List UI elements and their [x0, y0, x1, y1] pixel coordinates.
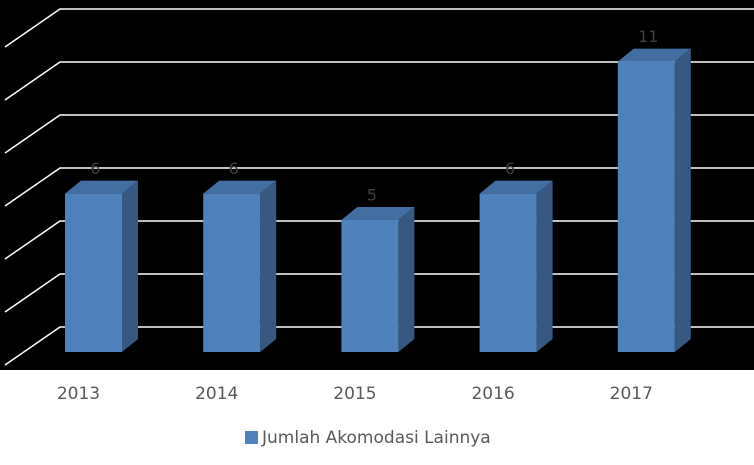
bar	[479, 180, 553, 352]
bar-front	[617, 61, 675, 352]
grid-line	[4, 114, 754, 154]
bar-front	[65, 193, 122, 352]
grid-line	[4, 8, 754, 48]
bar-top	[65, 180, 138, 194]
bar-side	[122, 180, 138, 352]
bar	[341, 207, 415, 352]
bar	[203, 180, 277, 352]
grid-line	[4, 167, 754, 207]
bar-front	[341, 220, 399, 352]
bar-side	[536, 180, 553, 352]
data-label: 11	[638, 27, 658, 46]
legend-label: Jumlah Akomodasi Lainnya	[261, 428, 491, 448]
grid-line	[4, 61, 754, 101]
bar-side	[398, 207, 415, 352]
bar-side	[674, 48, 691, 352]
bar	[617, 48, 691, 352]
legend-swatch	[245, 431, 258, 444]
bar-top	[479, 180, 553, 194]
bar-top	[617, 48, 691, 62]
x-tick-label: 2016	[471, 384, 514, 404]
data-label: 6	[90, 159, 100, 178]
x-tick-label: 2015	[333, 384, 376, 404]
bar	[65, 180, 138, 352]
bar-top	[341, 207, 415, 220]
data-label: 5	[367, 186, 377, 205]
x-tick-label: 2017	[610, 384, 653, 404]
bar-front	[479, 193, 537, 352]
data-label: 6	[229, 159, 239, 178]
bar-top	[203, 180, 277, 194]
x-tick-label: 2014	[195, 384, 238, 404]
x-tick-label: 2013	[57, 384, 100, 404]
bar-front	[203, 193, 261, 352]
data-label: 6	[505, 159, 515, 178]
bar-side	[260, 180, 277, 352]
